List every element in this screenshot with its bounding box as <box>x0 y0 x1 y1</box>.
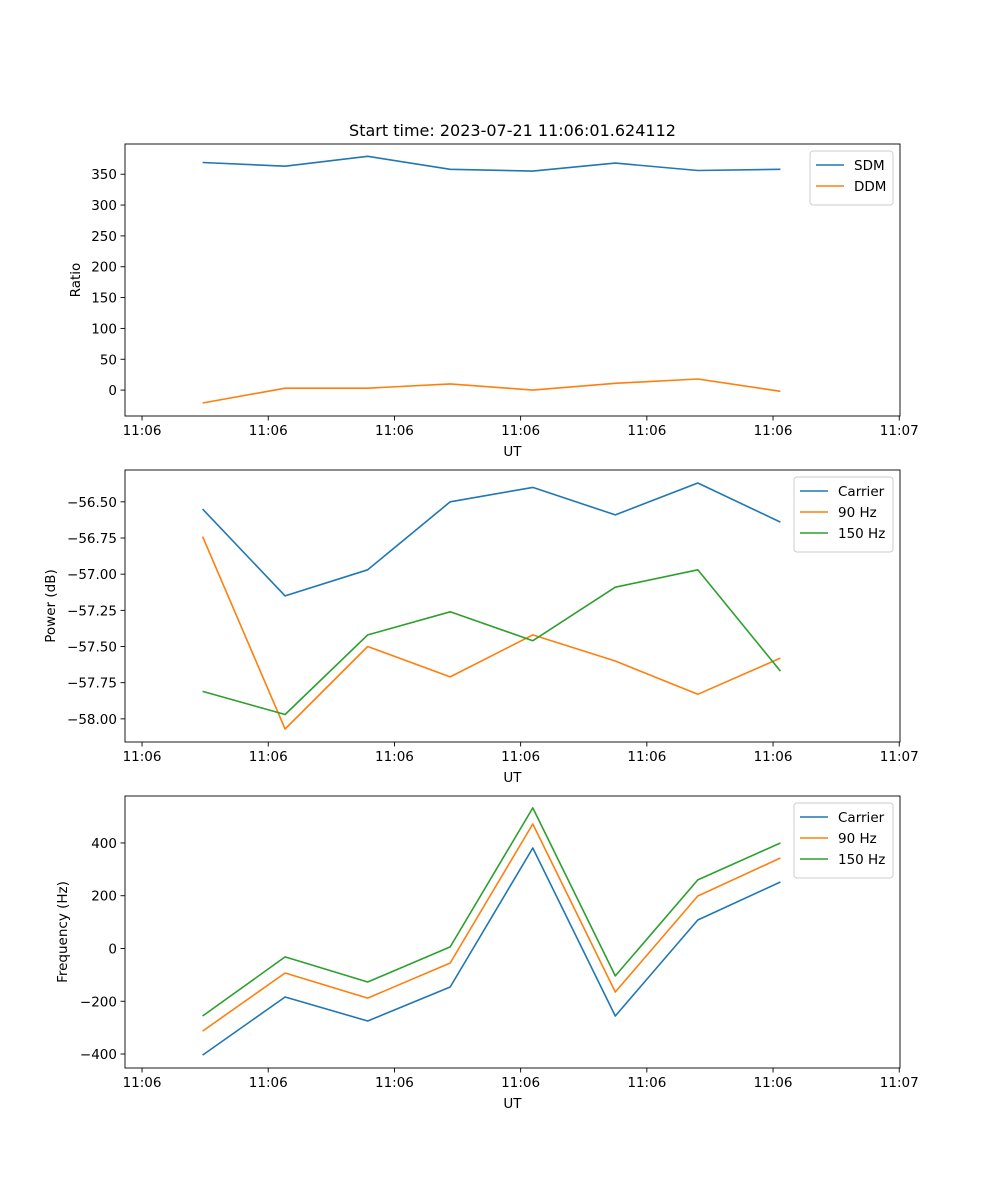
axes-frame <box>124 469 901 743</box>
y-tick-label: −56.50 <box>67 495 117 511</box>
y-tick-label: −400 <box>80 1047 117 1063</box>
legend: Carrier 90 Hz 150 Hz <box>793 802 894 879</box>
x-tick-label: 11:06 <box>501 423 540 439</box>
x-axis-label: UT <box>503 770 522 786</box>
series-line-carrier <box>202 847 781 1056</box>
series-line-90-hz <box>202 823 781 1032</box>
y-tick-label: 0 <box>108 383 117 399</box>
axes-frame <box>124 143 901 417</box>
legend-label: 90 Hz <box>838 831 877 847</box>
legend-label: Carrier <box>838 810 885 826</box>
y-tick-label: −57.50 <box>67 640 117 656</box>
x-tick-label: 11:06 <box>123 1075 162 1091</box>
y-tick-label: 0 <box>108 941 117 957</box>
subplot-1: Start time: 2023-07-21 11:06:01.624112 11… <box>68 121 919 460</box>
x-tick-label: 11:06 <box>627 423 666 439</box>
y-axis-label: Frequency (Hz) <box>55 881 71 983</box>
y-tick-label: 50 <box>100 352 117 368</box>
x-axis-label: UT <box>503 1096 522 1112</box>
y-tick-label: −58.00 <box>67 712 117 728</box>
legend-label: 150 Hz <box>838 526 885 542</box>
x-tick-label: 11:06 <box>627 749 666 765</box>
x-tick-label: 11:07 <box>880 423 919 439</box>
y-tick-label: −57.25 <box>67 603 117 619</box>
y-tick-label: 150 <box>91 291 117 307</box>
legend-label: 90 Hz <box>838 505 877 521</box>
series-line-150-hz <box>202 568 782 716</box>
chart-title: Start time: 2023-07-21 11:06:01.624112 <box>349 121 676 140</box>
y-tick-label: −57.75 <box>67 676 117 692</box>
series-line-ddm <box>202 378 781 404</box>
x-tick-label: 11:06 <box>375 1075 414 1091</box>
legend: Carrier 90 Hz 150 Hz <box>793 476 894 553</box>
x-tick-label: 11:06 <box>249 1075 288 1091</box>
x-tick-label: 11:06 <box>627 1075 666 1091</box>
x-tick-label: 11:06 <box>754 1075 793 1091</box>
x-tick-label: 11:06 <box>249 423 288 439</box>
series-line-150-hz <box>202 807 781 1017</box>
series-line-sdm <box>202 155 781 172</box>
y-tick-label: −200 <box>80 994 117 1010</box>
x-tick-label: 11:06 <box>123 749 162 765</box>
x-tick-label: 11:06 <box>123 423 162 439</box>
x-tick-label: 11:06 <box>501 1075 540 1091</box>
y-tick-label: 400 <box>91 836 117 852</box>
y-tick-label: −56.75 <box>67 531 117 547</box>
legend-label: Carrier <box>838 484 885 500</box>
x-tick-label: 11:07 <box>880 1075 919 1091</box>
y-axis-label: Ratio <box>68 263 84 298</box>
y-tick-label: 300 <box>91 198 117 214</box>
x-tick-label: 11:06 <box>375 423 414 439</box>
y-tick-label: 200 <box>91 260 117 276</box>
y-tick-label: 350 <box>91 167 117 183</box>
y-tick-label: 200 <box>91 889 117 905</box>
legend: SDM DDM <box>809 150 894 206</box>
series-line-carrier <box>202 482 781 597</box>
y-axis-label: Power (dB) <box>43 569 59 642</box>
y-tick-label: 100 <box>91 321 117 337</box>
legend-label: SDM <box>854 158 885 174</box>
x-axis-label: UT <box>503 444 522 460</box>
x-tick-label: 11:06 <box>249 749 288 765</box>
y-tick-label: −57.00 <box>67 567 117 583</box>
x-tick-label: 11:06 <box>754 423 793 439</box>
subplot-3: 11:06 11:06 11:06 11:06 11:06 11:06 11:07 −400 −… <box>55 795 919 1112</box>
x-tick-label: 11:07 <box>880 749 919 765</box>
x-tick-label: 11:06 <box>754 749 793 765</box>
axes-frame <box>124 795 901 1069</box>
x-tick-label: 11:06 <box>375 749 414 765</box>
series-line-90-hz <box>201 536 781 730</box>
legend-label: DDM <box>854 179 886 195</box>
x-tick-label: 11:06 <box>501 749 540 765</box>
subplot-2: 11:06 11:06 11:06 11:06 11:06 11:06 11:07 −58.0… <box>43 469 919 786</box>
y-tick-label: 250 <box>91 229 117 245</box>
legend-label: 150 Hz <box>838 852 885 868</box>
